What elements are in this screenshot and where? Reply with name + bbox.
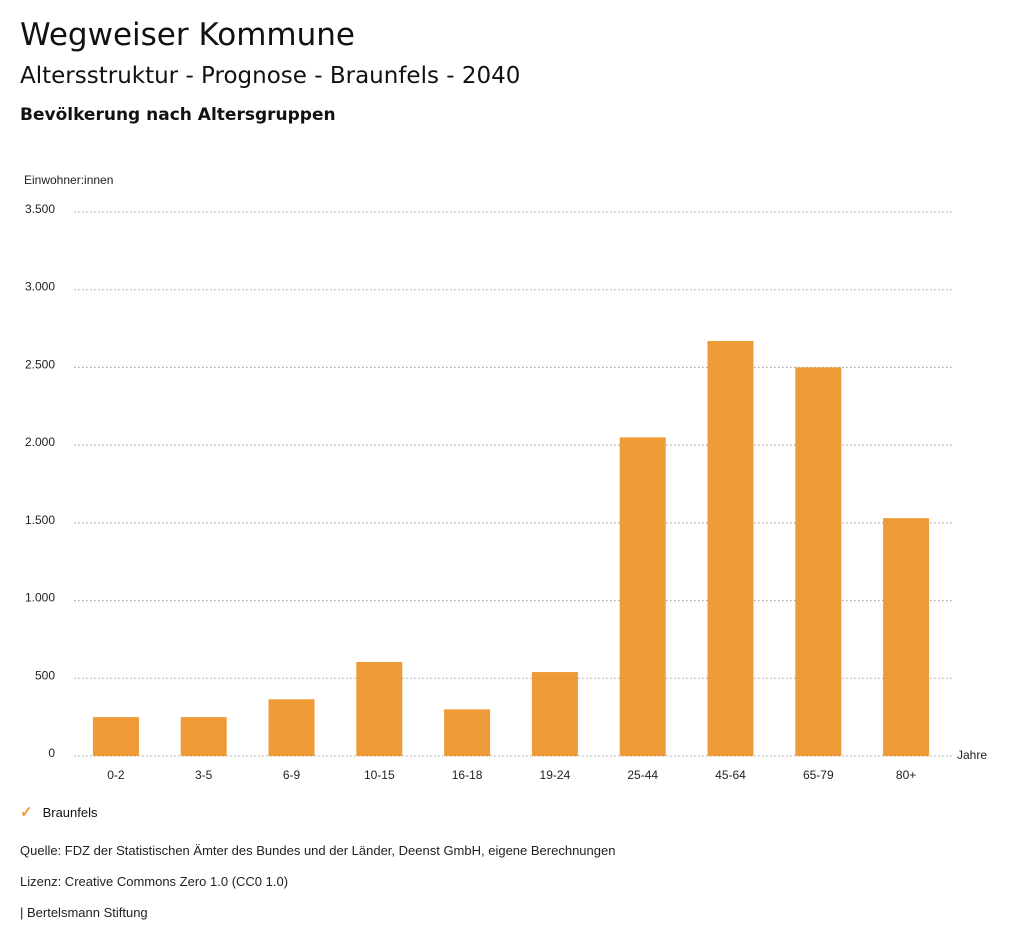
source-note: Quelle: FDZ der Statistischen Ämter des …: [20, 843, 616, 858]
y-axis-label: Einwohner:innen: [24, 173, 113, 187]
y-tick-label: 2.000: [25, 435, 55, 449]
y-tick-label: 2.500: [25, 357, 55, 371]
y-tick-label: 500: [35, 668, 55, 682]
bar-0-2[interactable]: [92, 717, 139, 756]
x-tick-label: 65-79: [803, 768, 834, 782]
x-tick-label: 3-5: [195, 768, 213, 782]
x-tick-label: 6-9: [283, 768, 301, 782]
bar-16-18[interactable]: [444, 709, 491, 756]
chart-subtitle: Altersstruktur - Prognose - Braunfels - …: [20, 63, 521, 89]
x-tick-label: 25-44: [627, 768, 658, 782]
x-axis-label: Jahre: [957, 748, 987, 762]
credit-note: | Bertelsmann Stiftung: [20, 905, 148, 920]
x-tick-label: 0-2: [107, 768, 125, 782]
bar-6-9[interactable]: [268, 699, 315, 756]
x-tick-label: 16-18: [452, 768, 483, 782]
legend-item-braunfels[interactable]: ✓ Braunfels: [20, 803, 98, 821]
x-tick-label: 80+: [896, 768, 916, 782]
x-tick-label: 19-24: [540, 768, 571, 782]
bar-65-79[interactable]: [795, 367, 842, 756]
bar-80+[interactable]: [883, 518, 930, 756]
y-tick-label: 3.500: [25, 202, 55, 216]
y-tick-label: 3.000: [25, 280, 55, 294]
bar-45-64[interactable]: [707, 341, 754, 756]
page-title: Wegweiser Kommune: [20, 17, 355, 53]
y-tick-label: 0: [48, 746, 55, 760]
check-icon: ✓: [20, 804, 33, 821]
license-note: Lizenz: Creative Commons Zero 1.0 (CC0 1…: [20, 874, 289, 889]
bar-19-24[interactable]: [531, 672, 578, 756]
bar-25-44[interactable]: [619, 437, 666, 756]
bar-10-15[interactable]: [356, 661, 403, 756]
chart-heading: Bevölkerung nach Altersgruppen: [20, 105, 336, 125]
legend-label: Braunfels: [42, 804, 98, 820]
y-tick-label: 1.000: [25, 591, 55, 605]
x-tick-label: 45-64: [715, 768, 746, 782]
y-tick-label: 1.500: [25, 513, 55, 527]
bar-chart: Einwohner:innen Jahre 0 500 1.000 1.500 2.00…: [24, 173, 987, 782]
x-tick-label: 10-15: [364, 768, 395, 782]
bar-3-5[interactable]: [180, 717, 227, 756]
